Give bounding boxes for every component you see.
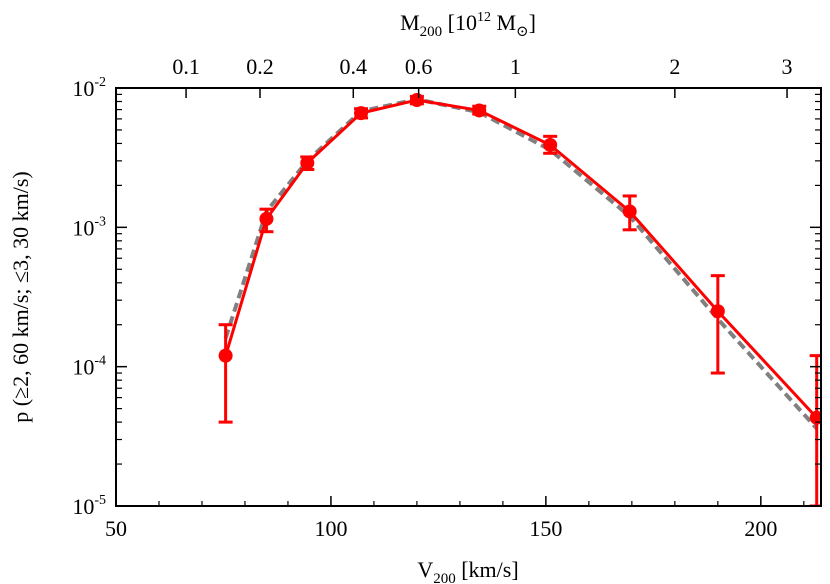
y-tick-label: 10-3 bbox=[72, 214, 106, 240]
y-tick-label: 10-2 bbox=[72, 75, 106, 101]
data-point bbox=[809, 410, 821, 425]
plot-frame bbox=[115, 87, 822, 507]
top-tick-label: 2 bbox=[669, 54, 680, 79]
top-axis-label: M200 [1012 M⊙] bbox=[400, 10, 536, 40]
top-tick-label: 0.6 bbox=[405, 54, 433, 79]
data-point bbox=[218, 348, 233, 363]
data-point bbox=[300, 155, 315, 170]
data-point bbox=[259, 211, 274, 226]
x-axis-label: V200 [km/s] bbox=[417, 557, 518, 584]
y-tick-label: 10-5 bbox=[72, 493, 106, 519]
y-axis-label: p (≥2, 60 km/s; ≤3, 30 km/s) bbox=[8, 171, 33, 423]
x-tick-label: 50 bbox=[105, 516, 127, 541]
series-layer bbox=[218, 93, 821, 506]
plot-area bbox=[218, 93, 821, 506]
red-series-line bbox=[224, 98, 818, 419]
data-point bbox=[622, 204, 637, 219]
tick-layer: 50 100 150 200 0.1 0.2 0.4 0.6 1 2 3 10-5 10-4 10-3 10… bbox=[72, 54, 821, 541]
data-point bbox=[354, 106, 369, 121]
x-tick-label: 200 bbox=[744, 516, 777, 541]
top-tick-label: 0.2 bbox=[246, 54, 274, 79]
top-tick-label: 0.1 bbox=[172, 54, 200, 79]
data-point bbox=[710, 304, 725, 319]
x-tick-label: 100 bbox=[314, 516, 347, 541]
gray-dashed-line bbox=[223, 97, 819, 430]
x-tick-label: 150 bbox=[529, 516, 562, 541]
data-point bbox=[472, 103, 487, 118]
data-point bbox=[409, 93, 424, 108]
top-tick-label: 3 bbox=[782, 54, 793, 79]
data-point bbox=[543, 137, 558, 152]
y-tick-label: 10-4 bbox=[72, 354, 106, 380]
top-tick-label: 0.4 bbox=[340, 54, 368, 79]
top-tick-label: 1 bbox=[510, 54, 521, 79]
